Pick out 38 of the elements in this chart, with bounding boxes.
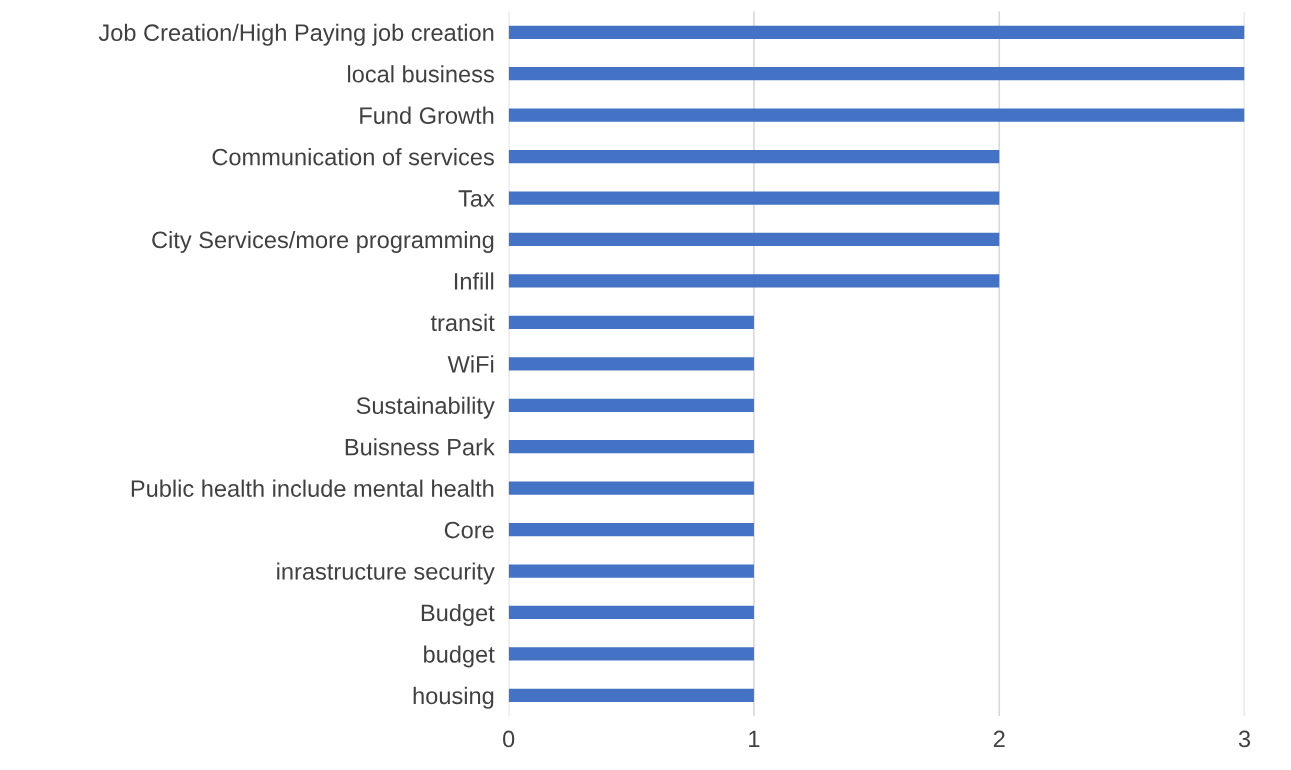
y-tick-label: Public health include mental health [131, 479, 494, 497]
y-tick-label: inrastructure security [277, 562, 495, 585]
y-tick-label: housing [413, 686, 494, 709]
bar [508, 564, 754, 578]
x-tick-label: 2 [993, 730, 1005, 748]
y-tick-label: Infill [454, 272, 494, 290]
y-tick-label: City Services/more programming [152, 230, 494, 253]
y-tick-label: Job Creation/High Paying job creation [98, 23, 494, 46]
bar [508, 108, 1245, 122]
bar [508, 191, 1000, 205]
y-tick-label: WiFi [447, 355, 494, 373]
bar [508, 315, 754, 330]
bar [508, 481, 754, 495]
x-tick-label: 1 [749, 730, 760, 748]
y-tick-label: Buisness Park [345, 438, 495, 456]
bar [508, 25, 1245, 39]
bar [508, 647, 754, 661]
y-tick-label: Sustainability [356, 396, 495, 419]
bar [508, 67, 1245, 81]
bar [508, 274, 1000, 288]
y-tick-label: Tax [458, 190, 495, 207]
bar [508, 149, 1000, 164]
y-tick-label: Budget [421, 603, 495, 626]
bar [508, 357, 754, 371]
bar [508, 605, 754, 620]
y-tick-label: Fund Growth [360, 106, 494, 124]
y-tick-label: transit [430, 313, 495, 332]
y-tick-label: budget [424, 645, 495, 668]
y-tick-label: Core [444, 521, 494, 539]
bar [508, 398, 754, 412]
bar [508, 522, 754, 537]
bar [508, 232, 1000, 247]
bar [508, 440, 754, 454]
bar [508, 688, 754, 703]
x-tick-label: 3 [1238, 730, 1251, 748]
x-tick-label: 0 [503, 730, 515, 748]
y-tick-label: Communication of services [212, 148, 494, 166]
y-tick-label: local business [348, 65, 494, 83]
